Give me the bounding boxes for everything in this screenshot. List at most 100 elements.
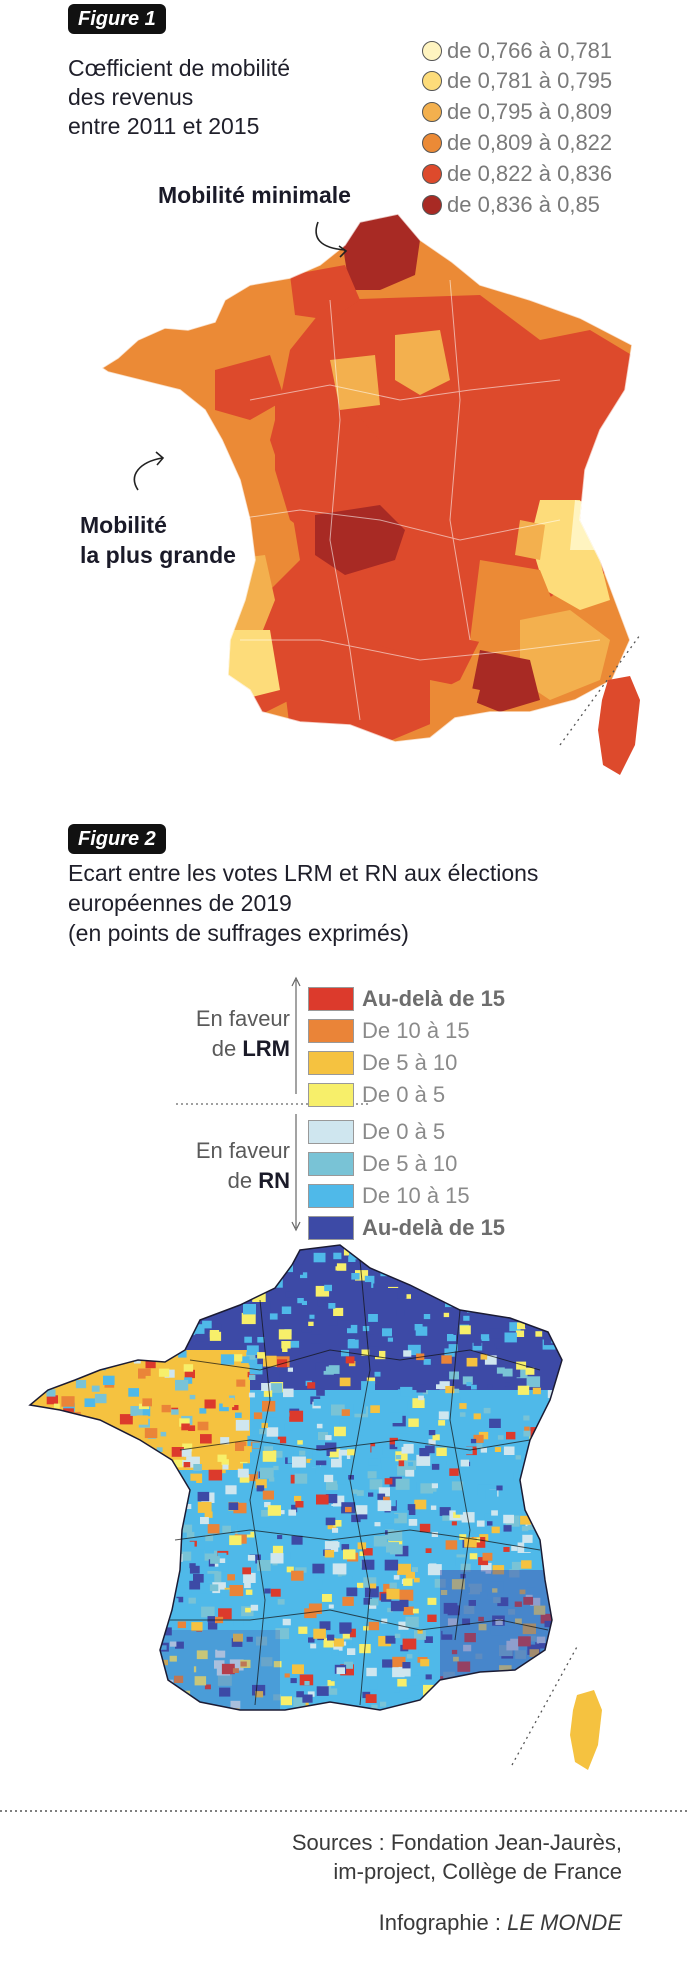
commune-cell bbox=[90, 1467, 104, 1478]
commune-cell bbox=[107, 1252, 116, 1260]
commune-cell bbox=[219, 1687, 231, 1697]
commune-cell bbox=[299, 1674, 314, 1686]
commune-cell bbox=[104, 1434, 110, 1439]
commune-cell bbox=[353, 1403, 366, 1414]
commune-cell bbox=[533, 1605, 546, 1615]
commune-cell bbox=[109, 1443, 123, 1455]
commune-cell bbox=[263, 1249, 271, 1256]
commune-cell bbox=[328, 1303, 336, 1309]
commune-cell bbox=[518, 1636, 531, 1647]
commune-cell bbox=[420, 1715, 429, 1722]
commune-cell bbox=[70, 1483, 82, 1493]
commune-cell bbox=[475, 1653, 483, 1660]
commune-cell bbox=[263, 1355, 277, 1367]
commune-cell bbox=[173, 1459, 184, 1468]
commune-cell bbox=[178, 1277, 191, 1288]
commune-cell bbox=[315, 1456, 327, 1466]
commune-cell bbox=[435, 1530, 444, 1537]
legend-swatch bbox=[308, 1083, 354, 1107]
commune-cell bbox=[135, 1398, 143, 1404]
commune-cell bbox=[273, 1465, 279, 1471]
commune-cell bbox=[94, 1341, 103, 1349]
commune-cell bbox=[191, 1702, 205, 1710]
commune-cell bbox=[491, 1694, 498, 1700]
commune-cell bbox=[428, 1430, 436, 1436]
favor-line: En faveur bbox=[195, 1138, 290, 1163]
figure-1-title: Cœfficient de mobilité des revenus entre… bbox=[68, 54, 398, 141]
commune-cell bbox=[217, 1642, 228, 1651]
commune-cell bbox=[442, 1626, 453, 1635]
commune-cell bbox=[327, 1680, 335, 1686]
commune-cell bbox=[345, 1628, 356, 1638]
commune-cell bbox=[548, 1639, 558, 1647]
commune-cell bbox=[78, 1584, 90, 1593]
commune-cell bbox=[361, 1559, 375, 1570]
commune-cell bbox=[391, 1267, 398, 1272]
commune-cell bbox=[496, 1485, 503, 1491]
commune-cell bbox=[324, 1550, 335, 1558]
commune-cell bbox=[187, 1480, 197, 1488]
commune-cell bbox=[415, 1326, 428, 1336]
commune-cell bbox=[193, 1574, 204, 1583]
commune-cell bbox=[551, 1423, 558, 1429]
commune-cell bbox=[111, 1458, 120, 1466]
commune-cell bbox=[332, 1527, 339, 1533]
commune-cell bbox=[515, 1455, 521, 1460]
commune-cell bbox=[138, 1368, 151, 1379]
commune-cell bbox=[120, 1258, 132, 1268]
commune-cell bbox=[89, 1604, 98, 1611]
commune-cell bbox=[239, 1274, 249, 1282]
commune-cell bbox=[397, 1563, 411, 1575]
commune-cell bbox=[81, 1608, 96, 1620]
commune-cell bbox=[463, 1644, 472, 1652]
commune-cell bbox=[339, 1625, 351, 1634]
commune-cell bbox=[436, 1384, 442, 1390]
commune-cell bbox=[515, 1650, 527, 1659]
commune-cell bbox=[207, 1616, 215, 1623]
commune-cell bbox=[438, 1420, 446, 1426]
commune-cell bbox=[395, 1455, 402, 1460]
commune-cell bbox=[30, 1677, 32, 1687]
commune-cell bbox=[266, 1427, 279, 1437]
commune-cell bbox=[406, 1654, 413, 1659]
commune-cell bbox=[58, 1499, 65, 1504]
commune-cell bbox=[297, 1298, 304, 1304]
commune-cell bbox=[467, 1308, 478, 1317]
commune-cell bbox=[562, 1424, 576, 1435]
commune-cell bbox=[543, 1294, 554, 1303]
commune-cell bbox=[269, 1313, 278, 1320]
commune-cell bbox=[263, 1446, 273, 1454]
commune-cell bbox=[368, 1458, 378, 1466]
commune-cell bbox=[33, 1444, 45, 1454]
commune-cell bbox=[271, 1681, 278, 1687]
commune-cell bbox=[382, 1328, 392, 1337]
commune-cell bbox=[117, 1343, 126, 1351]
commune-cell bbox=[102, 1703, 109, 1708]
commune-cell bbox=[254, 1326, 265, 1334]
commune-cell bbox=[355, 1505, 368, 1515]
commune-cell bbox=[256, 1485, 265, 1492]
commune-cell bbox=[207, 1571, 222, 1583]
commune-cell bbox=[57, 1531, 71, 1542]
commune-cell bbox=[274, 1450, 283, 1458]
commune-cell bbox=[544, 1620, 553, 1628]
commune-cell bbox=[540, 1266, 548, 1273]
commune-cell bbox=[300, 1272, 308, 1279]
commune-cell bbox=[442, 1371, 449, 1377]
figure-2-title: Ecart entre les votes LRM et RN aux élec… bbox=[68, 858, 668, 948]
commune-cell bbox=[200, 1517, 209, 1525]
commune-cell bbox=[108, 1654, 120, 1664]
commune-cell bbox=[104, 1307, 119, 1319]
commune-cell bbox=[440, 1590, 448, 1595]
commune-cell bbox=[273, 1661, 282, 1668]
commune-cell bbox=[133, 1540, 147, 1552]
commune-cell bbox=[30, 1638, 34, 1648]
commune-cell bbox=[485, 1489, 498, 1499]
commune-cell bbox=[312, 1563, 325, 1574]
commune-cell bbox=[20, 1590, 27, 1595]
commune-cell bbox=[389, 1443, 398, 1450]
commune-cell bbox=[496, 1367, 505, 1374]
commune-cell bbox=[53, 1307, 66, 1318]
commune-cell bbox=[486, 1267, 500, 1278]
commune-cell bbox=[459, 1403, 467, 1409]
